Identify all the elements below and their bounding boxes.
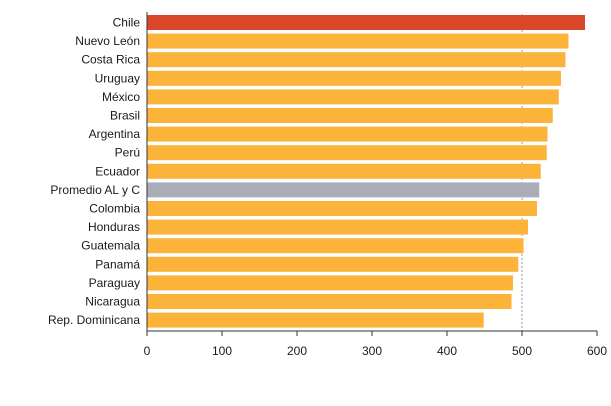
- category-label-chile: Chile: [113, 16, 141, 30]
- category-label-paraguay: Paraguay: [89, 276, 140, 290]
- category-label-promedio-al-y-c: Promedio AL y C: [50, 183, 140, 197]
- bar-peru: [147, 145, 547, 161]
- x-tick-label-400: 400: [437, 344, 457, 358]
- category-label-guatemala: Guatemala: [81, 239, 140, 253]
- bar-honduras: [147, 219, 528, 235]
- category-label-nicaragua: Nicaragua: [85, 295, 140, 309]
- x-tick-label-300: 300: [362, 344, 382, 358]
- category-label-argentina: Argentina: [89, 127, 141, 141]
- category-label-peru: Perú: [115, 146, 140, 160]
- x-tick-labels: 0 100 200 300 400 500 600: [144, 344, 608, 358]
- bar-colombia: [147, 201, 537, 216]
- bar-ecuador: [147, 163, 541, 179]
- bar-nuevo-leon: [147, 33, 569, 49]
- bar-rep-dominicana: [147, 312, 484, 328]
- category-label-uruguay: Uruguay: [95, 71, 140, 85]
- bar-paraguay: [147, 275, 513, 291]
- category-label-nuevo-leon: Nuevo León: [75, 34, 140, 48]
- bar-guatemala: [147, 238, 524, 254]
- bar-uruguay: [147, 70, 561, 86]
- bar-panama: [147, 256, 519, 272]
- x-tick-label-100: 100: [212, 344, 232, 358]
- x-tick-label-0: 0: [144, 344, 151, 358]
- category-label-mexico: México: [102, 90, 140, 104]
- bar-mexico: [147, 89, 559, 105]
- category-label-ecuador: Ecuador: [95, 164, 140, 178]
- x-tick-label-200: 200: [287, 344, 307, 358]
- bar-nicaragua: [147, 294, 512, 309]
- bars-layer: [147, 14, 585, 331]
- category-label-panama: Panamá: [95, 257, 140, 271]
- x-tick-label-600: 600: [587, 344, 607, 358]
- category-label-brasil: Brasil: [110, 109, 140, 123]
- category-label-rep-dominicana: Rep. Dominicana: [48, 313, 140, 327]
- category-labels: Chile Nuevo León Costa Rica Uruguay México Br…: [48, 16, 140, 328]
- bar-promedio-al-y-c: [147, 182, 540, 198]
- bar-costa-rica: [147, 52, 566, 68]
- x-axis: [146, 12, 598, 336]
- bar-argentina: [147, 126, 548, 142]
- category-label-costa-rica: Costa Rica: [81, 53, 140, 67]
- bar-brasil: [147, 108, 553, 123]
- bar-chile: [147, 15, 585, 30]
- x-tick-label-500: 500: [512, 344, 532, 358]
- category-label-colombia: Colombia: [89, 202, 140, 216]
- category-label-honduras: Honduras: [88, 220, 140, 234]
